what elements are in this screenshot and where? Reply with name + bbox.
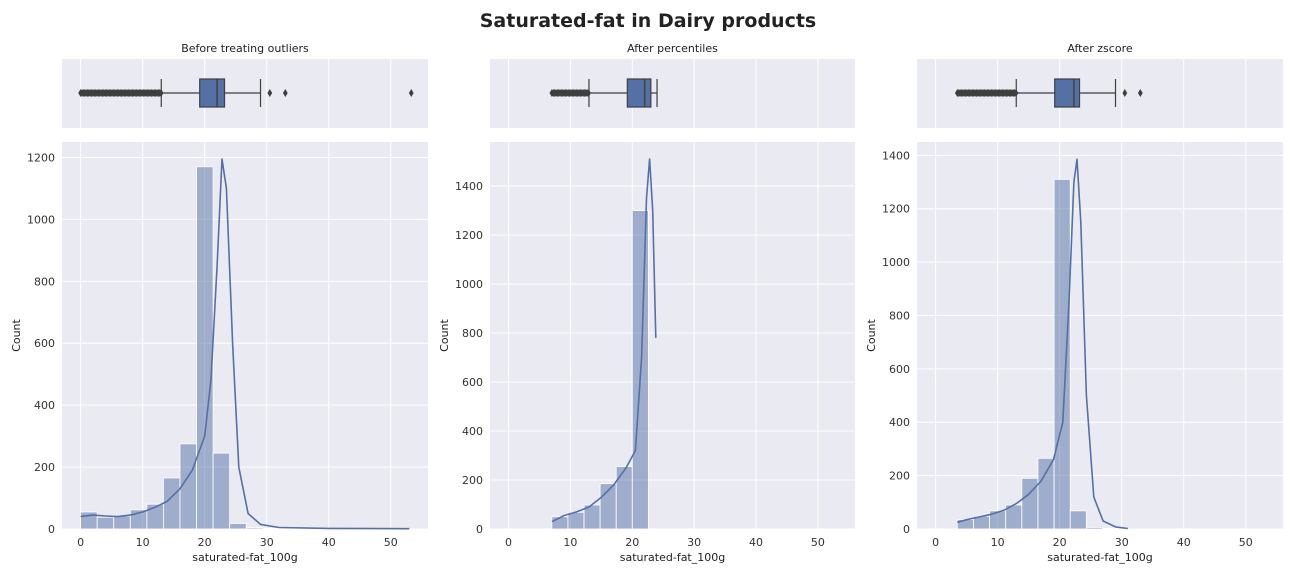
box-outlier — [1013, 89, 1019, 97]
hist-bar — [551, 516, 569, 530]
box-panel-0: Before treating outliers — [62, 42, 428, 128]
box-outlier — [586, 89, 592, 97]
x-tick-label: 20 — [198, 536, 212, 549]
y-tick-label: 400 — [34, 399, 55, 412]
box-iqr — [626, 78, 652, 108]
y-tick-label: 1400 — [882, 149, 910, 162]
box-iqr — [199, 78, 226, 108]
kde-line — [80, 158, 410, 530]
hist-bar — [96, 516, 115, 530]
y-tick-label: 0 — [903, 523, 910, 536]
hist-bar — [229, 523, 247, 530]
x-tick-label: 10 — [136, 536, 150, 549]
y-tick-label: 600 — [889, 363, 910, 376]
y-tick-label: 1400 — [455, 180, 483, 193]
box-outlier — [158, 89, 164, 97]
box-panel-title: After percentiles — [627, 42, 718, 55]
y-axis-label: Count — [865, 318, 878, 351]
hist-axes-background — [490, 142, 855, 529]
y-tick-label: 800 — [462, 327, 483, 340]
figure-title: Saturated-fat in Dairy products — [480, 10, 816, 32]
hist-bar — [1069, 510, 1087, 530]
x-tick-label: 40 — [1177, 536, 1191, 549]
hist-bar — [113, 515, 131, 530]
hist-bar — [245, 527, 264, 530]
box-outlier — [408, 89, 414, 97]
y-tick-label: 200 — [462, 474, 483, 487]
y-tick-label: 400 — [889, 416, 910, 429]
hist-axes-background — [62, 142, 428, 529]
hist-bar — [179, 443, 197, 530]
y-tick-label: 1000 — [27, 213, 55, 226]
hist-bar — [1085, 526, 1103, 530]
x-axis-label: saturated-fat_100g — [192, 551, 297, 564]
y-tick-label: 0 — [476, 523, 483, 536]
y-tick-label: 800 — [889, 309, 910, 322]
hist-bar — [567, 511, 585, 530]
x-tick-label: 10 — [991, 536, 1005, 549]
hist-bar — [212, 452, 231, 530]
box-outlier — [267, 89, 273, 97]
box-panel-1: After percentiles — [490, 42, 855, 128]
x-tick-label: 30 — [1115, 536, 1129, 549]
y-tick-label: 200 — [34, 461, 55, 474]
x-tick-label: 20 — [1053, 536, 1067, 549]
x-tick-label: 20 — [625, 536, 639, 549]
y-tick-label: 200 — [889, 470, 910, 483]
x-axis-label: saturated-fat_100g — [1047, 551, 1152, 564]
y-axis-label: Count — [10, 318, 23, 351]
y-tick-label: 1000 — [882, 256, 910, 269]
hist-bar — [262, 527, 280, 530]
box-axes-background — [490, 59, 855, 128]
box-iqr — [1054, 78, 1081, 108]
hist-panel-0: 0 10 20 30 40 50 0 200 400 600 800 1000 1200 saturate… — [10, 142, 428, 564]
y-tick-label: 400 — [462, 425, 483, 438]
box-panel-title: After zscore — [1067, 42, 1132, 55]
hist-bar — [1102, 528, 1120, 530]
kde-line — [551, 158, 657, 523]
x-tick-label: 0 — [77, 536, 84, 549]
y-tick-label: 1200 — [882, 203, 910, 216]
hist-bar — [196, 166, 214, 530]
hist-bar — [1053, 178, 1071, 530]
box-outlier — [1122, 89, 1128, 97]
box-outlier — [1137, 89, 1143, 97]
x-tick-label: 0 — [505, 536, 512, 549]
x-axis-label: saturated-fat_100g — [620, 551, 725, 564]
box-outlier — [282, 89, 288, 97]
y-tick-label: 0 — [48, 523, 55, 536]
x-tick-label: 40 — [749, 536, 763, 549]
x-tick-label: 50 — [1239, 536, 1253, 549]
box-panel-title: Before treating outliers — [181, 42, 309, 55]
x-tick-label: 40 — [322, 536, 336, 549]
hist-bar — [615, 466, 633, 530]
y-tick-label: 1000 — [455, 278, 483, 291]
hist-panel-2: 0 10 20 30 40 50 0 200 400 600 800 1000 1200 1400 satu… — [865, 142, 1283, 564]
hist-axes-background — [917, 142, 1283, 529]
y-axis-label: Count — [438, 318, 451, 351]
y-tick-label: 600 — [462, 376, 483, 389]
x-tick-label: 50 — [384, 536, 398, 549]
y-tick-label: 1200 — [455, 229, 483, 242]
y-tick-label: 600 — [34, 337, 55, 350]
kde-line — [957, 158, 1129, 530]
hist-bar — [163, 477, 181, 530]
hist-panel-1: 0 10 20 30 40 50 0 200 400 600 800 1000 1200 1400 satu… — [438, 142, 855, 564]
y-tick-label: 1200 — [27, 151, 55, 164]
x-tick-label: 30 — [687, 536, 701, 549]
x-tick-label: 30 — [260, 536, 274, 549]
box-panel-2: After zscore — [917, 42, 1283, 128]
hist-bar — [1037, 457, 1055, 530]
x-tick-label: 0 — [932, 536, 939, 549]
x-tick-label: 50 — [811, 536, 825, 549]
y-tick-label: 800 — [34, 275, 55, 288]
x-tick-label: 10 — [563, 536, 577, 549]
